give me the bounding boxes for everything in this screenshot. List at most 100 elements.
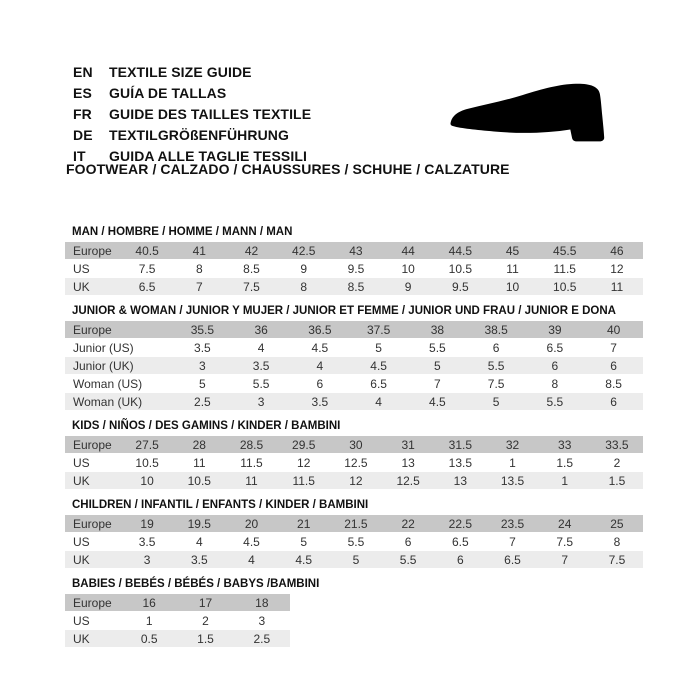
size-cell: 11 (245, 473, 258, 488)
size-cell: 2 (202, 613, 209, 628)
row-label: Junior (UK) (73, 358, 134, 373)
size-cell: 7 (434, 376, 441, 391)
size-cell: 41 (192, 243, 206, 258)
size-cell: 1.5 (608, 473, 626, 488)
size-cell: 12 (297, 455, 311, 470)
size-cell: 45 (505, 243, 520, 258)
size-cell: 5 (352, 552, 360, 567)
language-label: GUIDA ALLE TAGLIE TESSILI (109, 148, 307, 164)
size-cell: 4 (248, 552, 255, 567)
size-cell: 6 (316, 376, 324, 391)
size-cell: 24 (558, 516, 572, 531)
table-title: JUNIOR & WOMAN / JUNIOR Y MUJER / JUNIOR… (72, 305, 616, 317)
table-row: US 7.5 8 8.5 9 9.5 10 10.5 11 11.5 12 (65, 260, 643, 277)
table-body: Europe 35.5 36 36.5 37.5 38 38.5 39 40 Junior (US… (65, 321, 643, 410)
size-cell: 10.5 (448, 261, 472, 276)
size-cell: 8.5 (243, 261, 260, 276)
size-cell: 21.5 (344, 516, 368, 531)
row-label: Europe (73, 595, 112, 610)
size-cell: 6 (404, 534, 412, 549)
size-cell: 7.5 (556, 534, 574, 549)
size-cell: 7.5 (138, 261, 156, 276)
size-cell: 4.5 (429, 394, 446, 409)
size-cell: 27.5 (135, 437, 159, 452)
size-cell: 6.5 (546, 340, 564, 355)
row-label: US (73, 534, 90, 549)
size-cell: 1 (145, 613, 153, 628)
size-cell: 33.5 (605, 437, 629, 452)
language-row-fr: FR GUIDE DES TAILLES TEXTILE (73, 106, 311, 127)
size-cell: 4 (195, 534, 203, 549)
size-cell: 8 (195, 261, 203, 276)
size-cell: 21 (297, 516, 311, 531)
size-cell: 31.5 (448, 437, 472, 452)
size-cell: 40.5 (135, 243, 159, 258)
size-cell: 5.5 (252, 376, 270, 391)
size-cell: 22.5 (448, 516, 472, 531)
size-cell: 37.5 (366, 322, 391, 337)
size-cell: 5.5 (487, 358, 505, 373)
table-row: UK 3 3.5 4 4.5 5 5.5 6 6.5 7 7.5 (65, 551, 643, 568)
size-cell: 38 (430, 322, 445, 337)
row-label: US (73, 613, 90, 628)
size-cell: 11 (610, 279, 624, 294)
size-cell: 39 (548, 322, 562, 337)
language-row-es: ES GUÍA DE TALLAS (73, 85, 311, 106)
size-cell: 8.5 (605, 376, 622, 391)
size-cell: 9.5 (451, 279, 469, 294)
row-label: Europe (73, 437, 112, 452)
size-cell: 23.5 (500, 516, 525, 531)
size-cell: 6.5 (370, 376, 387, 391)
table-body: Europe 16 17 18 US 1 2 3 UK 0.5 1.5 2.5 (65, 594, 290, 647)
category-title: FOOTWEAR / CALZADO / CHAUSSURES / SCHUHE… (66, 161, 510, 177)
size-tables: MAN / HOMBRE / HOMME / MANN / MAN Europe… (65, 226, 643, 657)
size-cell: 28 (192, 437, 206, 452)
size-cell: 13.5 (448, 455, 472, 470)
size-cell: 3.5 (252, 358, 270, 373)
size-cell: 10 (505, 279, 520, 294)
size-cell: 5 (375, 340, 382, 355)
size-cell: 5.5 (546, 394, 564, 409)
size-cell: 6 (492, 340, 500, 355)
size-cell: 4.5 (295, 552, 313, 567)
size-cell: 3 (199, 358, 206, 373)
table-row: Europe 19 19.5 20 21 21.5 22 22.5 23.5 24 25 (65, 515, 643, 532)
size-cell: 36.5 (308, 322, 332, 337)
size-cell: 12.5 (344, 455, 368, 470)
language-code: ES (73, 85, 92, 101)
size-cell: 9.5 (347, 261, 365, 276)
size-cell: 6.5 (451, 534, 469, 549)
row-label: Europe (73, 243, 112, 258)
table-row: UK 6.5 7 7.5 8 8.5 9 9.5 10 10.5 11 (65, 278, 643, 295)
size-cell: 4.5 (311, 340, 329, 355)
size-cell: 18 (255, 595, 269, 610)
row-label: Junior (US) (73, 340, 134, 355)
size-cell: 25 (610, 516, 624, 531)
size-cell: 6 (610, 358, 617, 373)
size-cell: 5 (199, 376, 206, 391)
size-cell: 3 (143, 552, 151, 567)
size-cell: 10.5 (187, 473, 211, 488)
size-cell: 40 (606, 322, 621, 337)
size-cell: 7.5 (487, 376, 505, 391)
size-cell: 17 (198, 595, 213, 610)
table-body: Europe 40.5 41 42 42.5 43 44 44.5 45 45.5 46 US 7.5 8… (65, 242, 643, 295)
size-cell: 43 (349, 243, 363, 258)
language-code: FR (73, 106, 92, 122)
size-cell: 4.5 (243, 534, 260, 549)
size-cell: 32 (505, 437, 520, 452)
language-code: DE (73, 127, 93, 143)
size-cell: 22 (401, 516, 415, 531)
size-cell: 44 (401, 243, 415, 258)
size-cell: 8 (551, 376, 559, 391)
language-row-de: DE TEXTILGRÖßENFÜHRUNG (73, 127, 311, 148)
language-list: EN TEXTILE SIZE GUIDE ES GUÍA DE TALLAS … (73, 64, 311, 169)
size-cell: 6 (551, 358, 559, 373)
language-row-en: EN TEXTILE SIZE GUIDE (73, 64, 311, 85)
size-cell: 6.5 (504, 552, 521, 567)
size-cell: 36 (254, 322, 268, 337)
size-cell: 1 (509, 455, 516, 470)
size-cell: 2 (613, 455, 621, 470)
size-cell: 8.5 (347, 279, 365, 294)
size-cell: 30 (349, 437, 363, 452)
